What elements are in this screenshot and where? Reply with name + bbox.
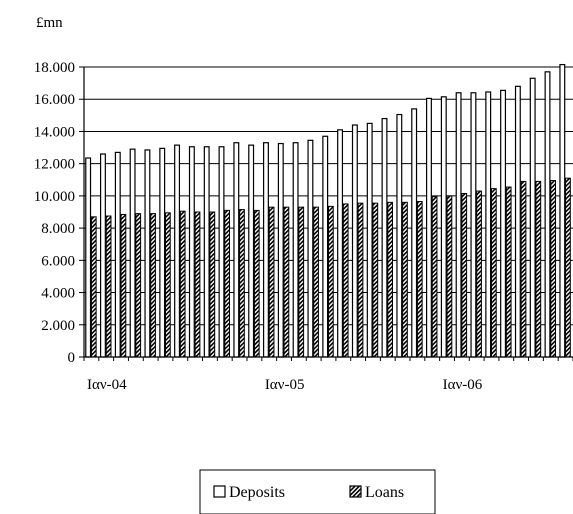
legend-box xyxy=(199,469,436,514)
bar-deposits xyxy=(307,139,314,358)
bar-deposits xyxy=(174,144,181,358)
y-tick-label: 18.000 xyxy=(34,60,75,76)
bar-deposits xyxy=(381,117,388,358)
bar-loans xyxy=(328,205,334,358)
y-tick-label: 6.000 xyxy=(41,253,75,269)
bar-loans xyxy=(565,177,571,358)
bar-loans xyxy=(90,216,97,358)
bar-deposits xyxy=(514,85,521,358)
bar-loans xyxy=(313,206,319,358)
bar-loans xyxy=(165,212,171,358)
bar-loans xyxy=(372,202,379,358)
bar-deposits xyxy=(396,113,403,358)
bar-deposits xyxy=(425,97,432,358)
bar-loans xyxy=(402,201,408,358)
bar-loans xyxy=(476,190,482,358)
bar-deposits xyxy=(440,96,447,358)
bar-deposits xyxy=(337,129,344,358)
bar-deposits xyxy=(114,151,121,358)
x-tick-label: Ιαν-05 xyxy=(265,377,305,393)
bar-loans xyxy=(239,209,245,358)
bar-deposits xyxy=(500,89,507,358)
bar-deposits xyxy=(277,142,284,358)
bar-deposits xyxy=(248,144,255,358)
legend-swatch-deposits xyxy=(213,485,226,498)
bar-deposits xyxy=(233,142,240,358)
bar-deposits xyxy=(218,146,225,358)
legend-swatch-loans xyxy=(349,485,362,498)
bar-deposits xyxy=(470,92,477,358)
bar-loans xyxy=(209,211,216,358)
bar-loans xyxy=(505,186,512,358)
x-tick-label: Ιαν-04 xyxy=(87,377,127,393)
unit-label: £mn xyxy=(36,15,63,31)
bar-loans xyxy=(446,195,453,358)
bar-deposits xyxy=(188,146,195,358)
bar-loans xyxy=(268,206,275,358)
bar-loans xyxy=(520,180,527,358)
bar-deposits xyxy=(455,92,462,358)
legend-label-loans: Loans xyxy=(365,484,404,501)
x-axis-ticks: Ιαν-04 Ιαν-05 Ιαν-06 xyxy=(83,357,573,393)
bar-deposits xyxy=(544,71,551,358)
y-axis-ticks: 0 2.000 4.000 6.000 8.000 10.000 12.000 14.000 1… xyxy=(34,60,84,366)
bars xyxy=(85,63,571,358)
bar-deposits xyxy=(144,149,151,358)
y-tick-label: 12.000 xyxy=(34,157,75,173)
y-tick-label: 2.000 xyxy=(41,318,75,334)
bar-loans xyxy=(416,201,423,358)
bar-loans xyxy=(150,213,156,358)
bar-loans xyxy=(194,211,201,358)
bar-loans xyxy=(179,210,186,358)
y-tick-label: 8.000 xyxy=(41,221,75,237)
legend-label-deposits: Deposits xyxy=(229,484,285,501)
bar-deposits xyxy=(366,122,373,358)
bar-loans xyxy=(105,215,112,358)
y-tick-label: 4.000 xyxy=(41,286,75,302)
y-tick-label: 14.000 xyxy=(34,124,75,140)
y-tick-label: 0 xyxy=(68,350,76,366)
bar-deposits xyxy=(292,142,299,358)
bar-loans xyxy=(253,209,260,358)
bar-loans xyxy=(283,206,290,358)
bar-deposits xyxy=(322,135,329,358)
bar-loans xyxy=(120,213,127,358)
bar-loans xyxy=(461,192,468,358)
bar-deposits xyxy=(529,77,536,358)
bar-loans xyxy=(535,180,542,358)
bar-deposits xyxy=(411,108,418,358)
bar-deposits xyxy=(351,124,358,358)
bar-loans xyxy=(298,206,305,358)
x-tick-label: Ιαν-06 xyxy=(443,377,483,393)
bar-loans xyxy=(550,180,557,358)
bar-loans xyxy=(135,213,142,358)
bar-loans xyxy=(342,203,349,358)
bar-deposits xyxy=(129,148,136,358)
y-tick-label: 16.000 xyxy=(34,92,75,108)
bar-loans xyxy=(224,209,231,358)
bar-loans xyxy=(431,196,438,358)
bar-deposits xyxy=(262,142,269,358)
bar-loans xyxy=(387,201,394,358)
y-tick-label: 10.000 xyxy=(34,189,75,205)
bar-deposits xyxy=(159,147,166,358)
bar-deposits xyxy=(203,146,210,358)
bar-loans xyxy=(357,202,364,358)
axes xyxy=(83,67,573,358)
bar-deposits xyxy=(85,157,92,358)
bar-deposits xyxy=(559,63,566,358)
legend: Deposits Loans xyxy=(199,469,436,514)
bar-deposits xyxy=(99,153,106,358)
bar-loans xyxy=(491,188,497,358)
bar-deposits xyxy=(485,91,492,358)
